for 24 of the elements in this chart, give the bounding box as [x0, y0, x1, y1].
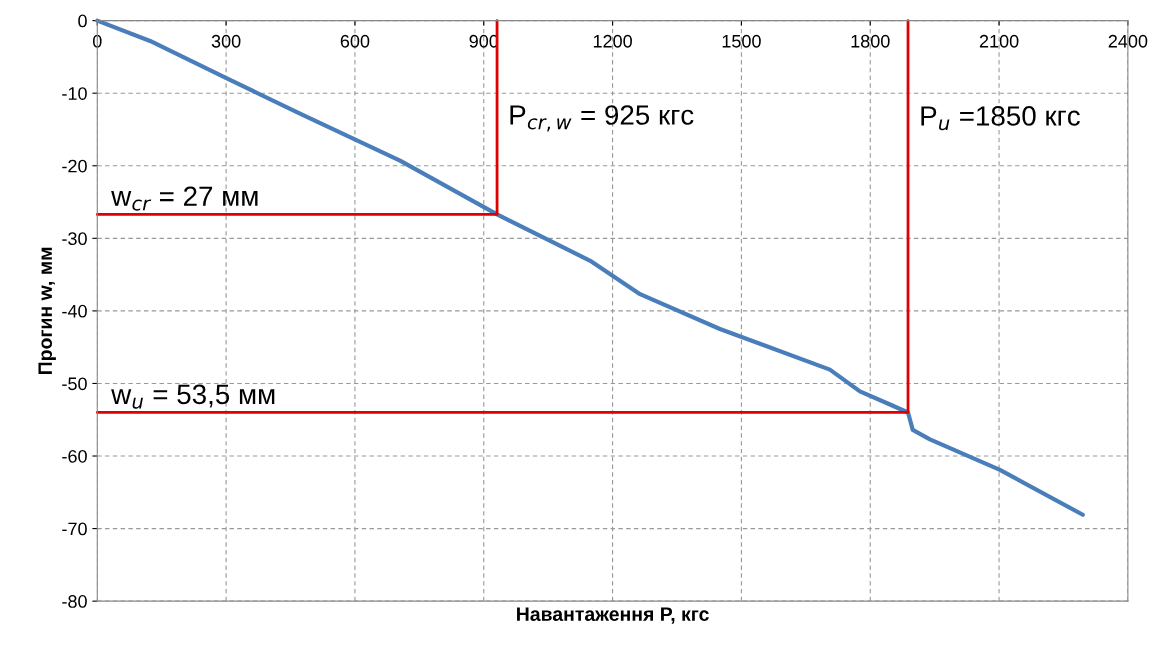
y-tick-label: -80: [62, 595, 87, 608]
annotation: P$_{u}$ =1850 кгс: [921, 106, 1080, 131]
x-tick-label: 2100: [979, 34, 1019, 48]
x-tick-label: 1500: [722, 34, 761, 48]
y-tick-label: -70: [62, 522, 87, 536]
annotation: P$_{cr,w}$ = 925 кгс: [510, 105, 694, 132]
y-tick-label: -30: [62, 232, 87, 246]
x-tick-label: 0: [92, 34, 102, 48]
y-axis-title: Прогин w, мм: [38, 247, 56, 375]
y-tick-label: -60: [62, 449, 87, 463]
x-axis-title: Навантаження P, кгс: [517, 607, 709, 624]
x-tick-label: 1200: [593, 34, 632, 48]
y-tick-label: -20: [62, 159, 87, 173]
x-tick-label: 300: [211, 34, 241, 48]
y-tick-label: 0: [78, 14, 87, 28]
annotation: w$_{cr}$ = 27 мм: [111, 186, 258, 211]
x-tick-label: 1800: [851, 34, 890, 48]
line-series: [95, 18, 1085, 517]
annotation: w$_{u}$ = 53,5 мм: [111, 384, 275, 409]
x-tick-label: 2400: [1108, 34, 1148, 48]
y-tick-label: -40: [62, 304, 87, 318]
x-tick-label: 600: [340, 34, 370, 48]
y-tick-label: -50: [62, 377, 87, 391]
y-tick-label: -10: [62, 87, 87, 100]
